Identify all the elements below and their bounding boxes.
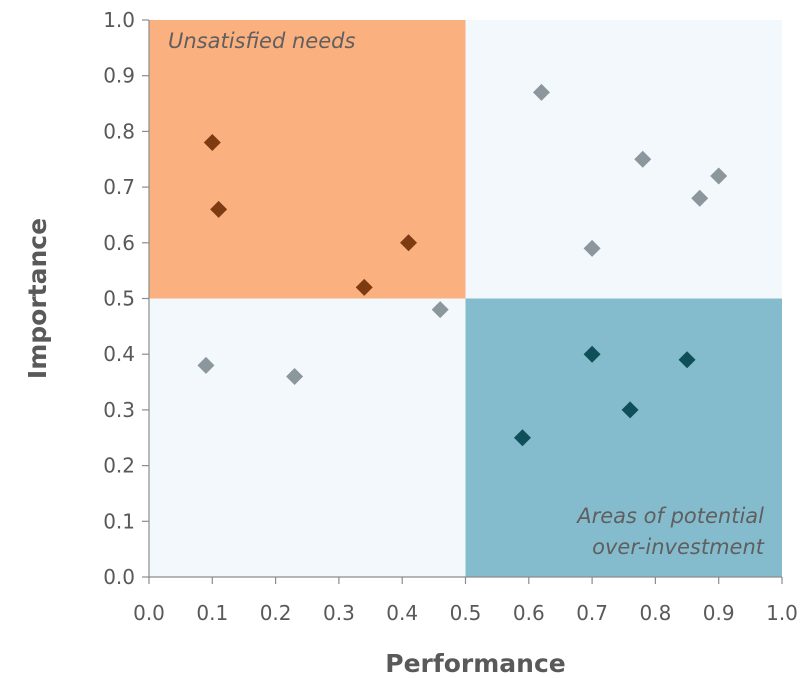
x-tick-label: 0.1 — [196, 601, 228, 625]
y-tick-label: 0.7 — [103, 175, 135, 199]
data-point-series-1-0 — [513, 429, 531, 447]
y-axis-title: Importance — [23, 218, 52, 379]
y-tick-label: 0.0 — [103, 565, 135, 589]
data-point-series-1-3 — [678, 351, 696, 369]
x-tick-label: 0.2 — [260, 601, 292, 625]
data-point-series-2-7 — [710, 167, 728, 185]
x-tick-label: 0.6 — [513, 601, 545, 625]
quadrant-region-3 — [465, 20, 782, 299]
data-point-series-2-4 — [583, 239, 601, 257]
data-point-series-1-1 — [583, 345, 601, 363]
y-tick-label: 0.2 — [103, 454, 135, 478]
data-point-series-2-6 — [691, 189, 709, 207]
y-tick-label: 0.8 — [103, 119, 135, 143]
zone-labels: Unsatisfied needs Areas of potential ove… — [168, 29, 765, 559]
data-point-series-0-2 — [355, 278, 373, 296]
y-tick-label: 0.1 — [103, 509, 135, 533]
data-point-series-0-3 — [400, 234, 418, 252]
x-tick-label: 0.7 — [576, 601, 608, 625]
quadrant-regions — [149, 20, 782, 577]
zone-label-over-investment-line-2: over-investment — [592, 535, 765, 559]
data-point-series-0-0 — [203, 134, 221, 152]
data-point-series-0-1 — [210, 200, 228, 218]
y-tick-label: 0.4 — [103, 342, 135, 366]
x-axis-title: Performance — [385, 649, 565, 678]
y-tick-label: 0.3 — [103, 398, 135, 422]
x-tick-label: 0.0 — [133, 601, 165, 625]
y-tick-label: 1.0 — [103, 8, 135, 32]
quadrant-region-2 — [149, 298, 466, 577]
y-tick-label: 0.9 — [103, 64, 135, 88]
data-point-series-1-2 — [621, 401, 639, 419]
x-tick-label: 1.0 — [766, 601, 798, 625]
data-points — [197, 83, 728, 447]
data-point-series-2-1 — [286, 367, 304, 385]
zone-label-over-investment-line-1: Areas of potential — [575, 504, 764, 528]
x-tick-label: 0.3 — [323, 601, 355, 625]
data-point-series-2-0 — [197, 356, 215, 374]
y-tick-label: 0.6 — [103, 231, 135, 255]
data-point-series-2-5 — [634, 150, 652, 168]
x-tick-label: 0.4 — [386, 601, 418, 625]
x-tick-label: 0.8 — [639, 601, 671, 625]
data-point-series-2-3 — [532, 83, 550, 101]
x-tick-label: 0.9 — [703, 601, 735, 625]
data-point-series-2-2 — [431, 301, 449, 319]
quadrant-region-0 — [149, 20, 466, 299]
axis-ticks: 0.0 0.1 0.2 0.3 0.4 0.5 0.6 0.7 0.8 0.9 1.0 0.0 0.1 0… — [103, 8, 798, 625]
zone-label-unsatisfied-needs: Unsatisfied needs — [168, 29, 355, 53]
y-tick-label: 0.5 — [103, 287, 135, 311]
x-tick-label: 0.5 — [450, 601, 482, 625]
